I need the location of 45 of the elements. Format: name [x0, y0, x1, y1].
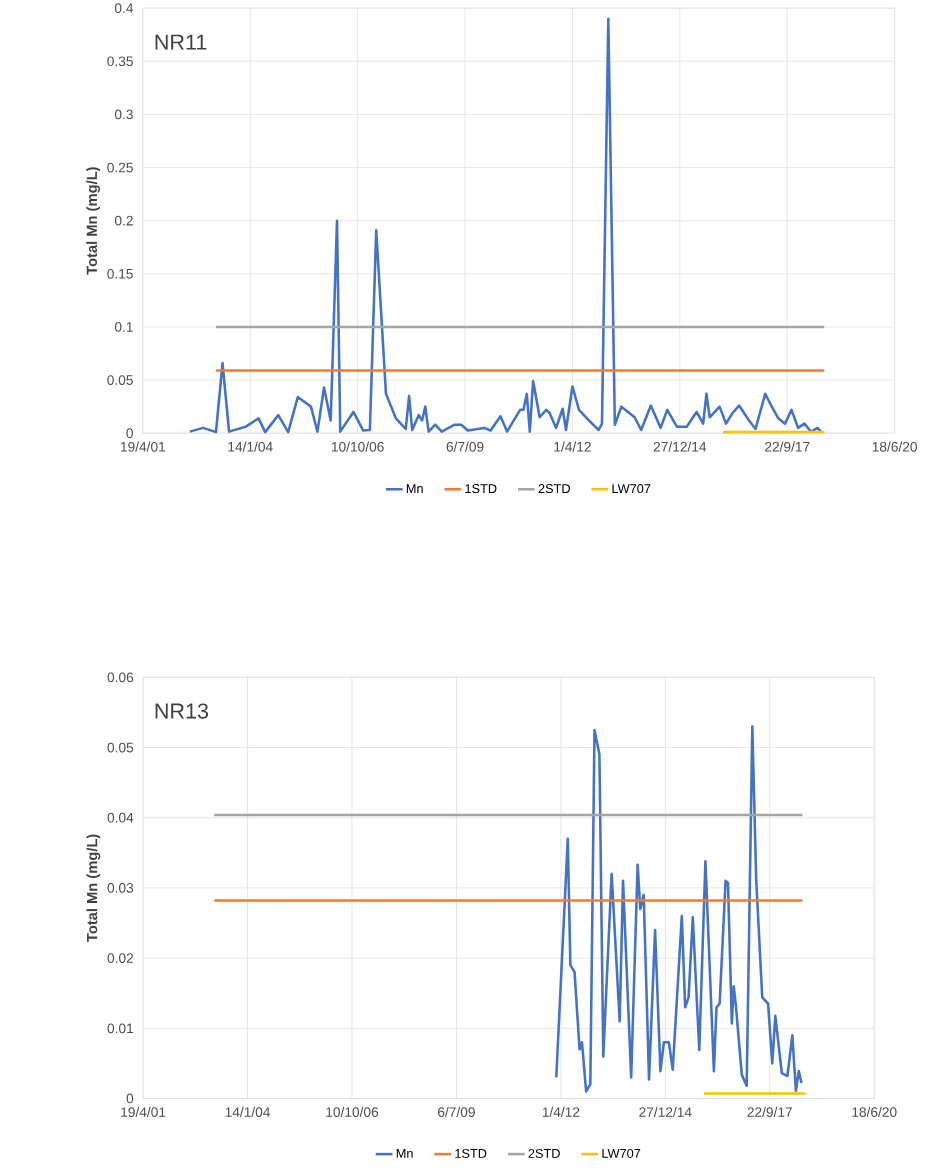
legend-label: 2STD [528, 1148, 560, 1158]
y-tick-label: 0.05 [107, 742, 134, 753]
y-axis-title: Total Mn (mg/L) [86, 167, 101, 275]
x-tick-label: 19/4/01 [121, 441, 166, 452]
x-tick-label: 18/6/20 [872, 441, 918, 452]
legend-label: Mn [396, 1149, 413, 1158]
y-tick-label: 0.3 [115, 109, 134, 120]
x-tick-label: 10/10/06 [326, 1106, 379, 1117]
legend-label: LW707 [602, 1148, 641, 1158]
legend-label: 1STD [455, 1148, 487, 1158]
x-tick-label: 6/7/09 [438, 1106, 475, 1117]
y-tick-label: 0.25 [107, 162, 134, 173]
x-tick-label: 22/9/17 [765, 441, 810, 452]
y-tick-label: 0.05 [107, 375, 134, 385]
x-tick-label: 14/1/04 [225, 1106, 271, 1117]
x-tick-label: 10/10/06 [332, 441, 384, 452]
x-tick-label: 19/4/01 [121, 1106, 166, 1117]
y-tick-label: 0.4 [115, 3, 134, 13]
legend-label: LW707 [612, 484, 651, 494]
y-tick-label: 0.01 [107, 1023, 134, 1034]
x-tick-label: 1/4/12 [554, 441, 591, 452]
x-tick-label: 27/12/14 [639, 1106, 692, 1117]
x-tick-label: 22/9/17 [747, 1106, 793, 1117]
y-tick-label: 0.1 [115, 322, 133, 332]
x-tick-label: 27/12/14 [653, 441, 707, 452]
x-tick-label: 6/7/09 [446, 441, 484, 452]
annotation: NR11 [155, 34, 207, 50]
annotation: NR13 [155, 703, 209, 719]
y-tick-label: 0.03 [107, 883, 134, 893]
y-tick-label: 0.2 [115, 215, 133, 226]
legend-label: 1STD [465, 484, 497, 494]
x-tick-label: 1/4/12 [542, 1106, 580, 1117]
y-tick-label: 0 [126, 1093, 134, 1104]
y-tick-label: 0.06 [107, 672, 134, 683]
legend-label: Mn [407, 484, 423, 493]
y-tick-label: 0.15 [107, 268, 134, 279]
y-tick-label: 0 [126, 428, 134, 439]
x-tick-label: 14/1/04 [228, 441, 273, 452]
legend-label: 2STD [538, 484, 571, 494]
y-tick-label: 0.35 [107, 56, 134, 67]
y-tick-label: 0.04 [107, 812, 134, 823]
x-tick-label: 18/6/20 [852, 1106, 897, 1117]
line-series [555, 725, 803, 1093]
y-axis-title: Total Mn (mg/L) [86, 834, 101, 942]
y-tick-label: 0.02 [107, 953, 134, 963]
